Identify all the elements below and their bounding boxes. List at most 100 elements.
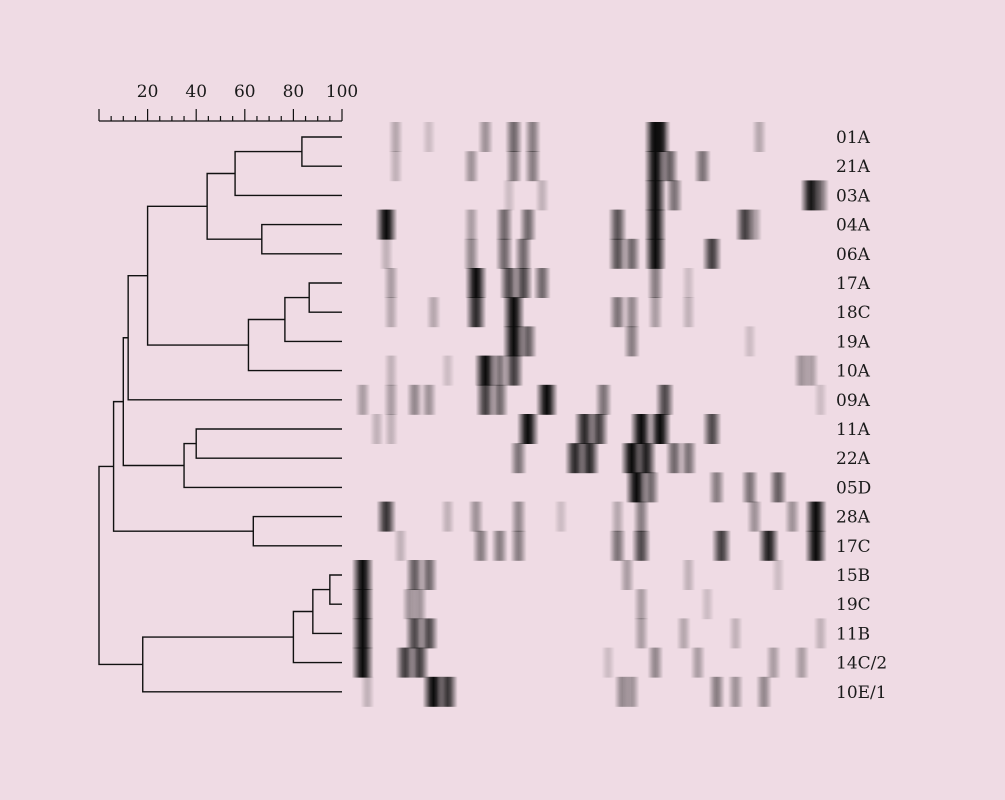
gel-lane: [502, 326, 757, 357]
gel-band: [514, 238, 532, 269]
gel-band: [579, 443, 600, 474]
gel-band: [769, 472, 788, 503]
lane-label: 10E/1: [836, 683, 887, 703]
gel-band: [505, 122, 523, 152]
gel-band: [746, 209, 762, 240]
gel-lane: [383, 268, 696, 298]
gel-band: [505, 151, 523, 182]
gel-band: [804, 530, 827, 561]
lane-label: 05D: [836, 478, 871, 498]
gel-band: [384, 414, 399, 444]
gel-band: [475, 384, 496, 415]
lane-label: 19A: [836, 332, 871, 352]
lane-label: 17C: [836, 537, 871, 557]
gel-band: [608, 209, 627, 240]
gel-band: [440, 501, 455, 532]
gel-band: [518, 326, 537, 357]
gel-band: [681, 297, 696, 328]
scale-tick-label: 40: [185, 82, 207, 102]
scale-tick-label: 100: [326, 82, 358, 102]
lane-label: 18C: [836, 303, 871, 323]
gel-band: [711, 530, 732, 561]
gel-band: [502, 180, 516, 211]
gel-band: [519, 209, 537, 240]
gel-lane: [360, 676, 772, 707]
gel-lane: [509, 443, 697, 474]
gel-band: [649, 414, 672, 444]
gel-band: [665, 180, 683, 211]
gel-lane: [388, 151, 712, 182]
gel-band: [633, 589, 649, 620]
dendrogram-branch: [292, 610, 342, 664]
gel-band: [681, 268, 696, 298]
gel-lane: [351, 647, 810, 678]
gel-band: [524, 122, 541, 152]
dendrogram-branch: [261, 223, 342, 255]
gel-lane: [351, 589, 715, 620]
gel-band: [524, 151, 541, 182]
gel-band: [516, 414, 539, 444]
gel-band: [601, 647, 615, 678]
dendrogram-branch: [183, 442, 342, 489]
gel-band: [411, 589, 428, 620]
gel-band: [535, 180, 550, 211]
gel-band: [623, 238, 641, 269]
gel-band: [708, 472, 725, 503]
gel-band: [351, 560, 374, 590]
gel-band: [474, 355, 497, 386]
gel-band: [647, 268, 664, 298]
gel-band: [630, 414, 653, 444]
lane-label: 01A: [836, 128, 871, 148]
gel-band: [794, 647, 810, 678]
gel-band: [495, 209, 514, 240]
gel-band: [554, 501, 568, 532]
gel-band: [700, 589, 715, 620]
gel-band: [644, 209, 667, 240]
gel-band: [694, 151, 712, 182]
gel-band: [393, 530, 408, 561]
gel-band: [679, 443, 697, 474]
gel-lane: [383, 297, 696, 328]
gel-band: [812, 180, 830, 211]
gel-band: [755, 676, 772, 707]
gel-band: [375, 209, 398, 240]
dendrogram-branch: [142, 636, 342, 693]
gel-band: [813, 384, 828, 415]
gel-lane: [388, 122, 767, 152]
lane-label: 09A: [836, 391, 871, 411]
gel-band: [727, 676, 744, 707]
gel-band: [351, 618, 374, 649]
gel-band: [649, 122, 671, 152]
gel-band: [702, 414, 722, 444]
dendrogram-branch: [146, 205, 249, 346]
gel-band: [463, 209, 479, 240]
gel-lane: [369, 414, 722, 444]
gel-band: [360, 676, 375, 707]
gel-band: [465, 297, 487, 328]
gel-band: [495, 238, 514, 269]
gel-band: [633, 618, 649, 649]
gel-band: [509, 443, 527, 474]
gel-band: [746, 501, 763, 532]
gel-band: [419, 618, 439, 649]
gel-band: [510, 530, 527, 561]
gel-band: [491, 530, 508, 561]
gel-band: [588, 414, 609, 444]
dendrogram-branch: [284, 296, 342, 343]
dendrogram-branch: [312, 588, 342, 635]
lane-label: 15B: [836, 566, 870, 586]
gel-band: [665, 443, 683, 474]
lane-label: 28A: [836, 508, 871, 528]
gel-band: [619, 560, 635, 590]
lane-label: 06A: [836, 245, 871, 265]
gel-band: [771, 560, 785, 590]
gel-lane: [625, 472, 788, 503]
scale-tick-label: 20: [137, 82, 159, 102]
dendrogram-branch: [122, 337, 185, 467]
gel-band: [644, 238, 667, 269]
lane-label: 22A: [836, 449, 871, 469]
gel-band: [533, 268, 551, 298]
gel-band: [422, 122, 436, 152]
scale-tick-label: 80: [283, 82, 305, 102]
